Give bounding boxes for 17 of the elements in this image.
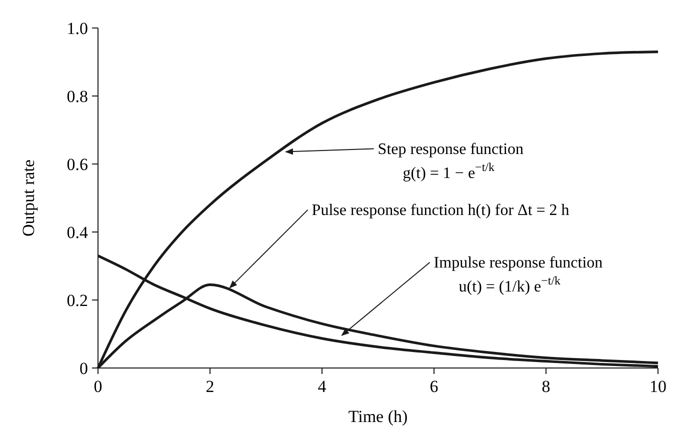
x-tick-label: 0 (94, 377, 102, 396)
x-tick-label: 10 (650, 377, 666, 396)
annotation: Impulse response function u(t) = (1/k) e$^{−t/k}$ (434, 254, 603, 296)
annotation: Step response function g(t) = 1 − e$^{−t/k}$ (378, 140, 524, 182)
y-axis-title: Output rate (19, 160, 38, 236)
x-axis-title: Time (h) (348, 407, 408, 426)
y-tick-label: 1.0 (66, 19, 88, 38)
annotation: Pulse response function h(t) for Δt = 2 h (312, 202, 570, 219)
y-tick-label: 0.8 (66, 87, 88, 106)
x-tick-label: 2 (206, 377, 214, 396)
y-tick-label: 0.2 (66, 291, 88, 310)
x-tick-label: 4 (318, 377, 327, 396)
x-tick-label: 8 (542, 377, 550, 396)
y-tick-label: 0.4 (66, 223, 88, 242)
x-tick-label: 6 (430, 377, 438, 396)
y-tick-label: 0 (80, 359, 88, 378)
y-tick-label: 0.6 (66, 155, 88, 174)
